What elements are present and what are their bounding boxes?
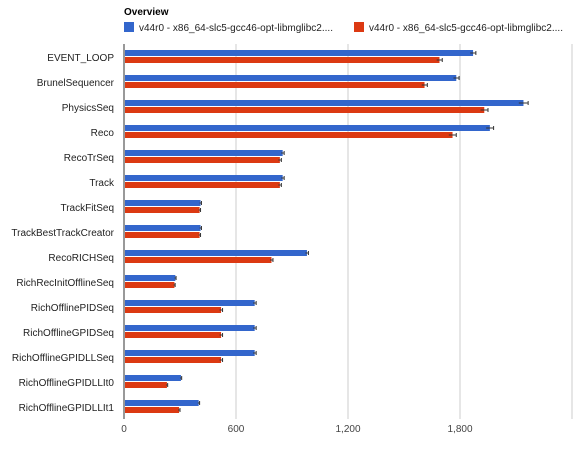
value-axis: 0 600 1,200 1,800 [121,424,473,435]
legend-label-series-1[interactable]: v44r0 - x86_64-slc5-gcc46-opt-libmglibc2… [139,23,333,34]
bar-series-1[interactable] [125,250,307,256]
bar-series-1[interactable] [125,150,283,156]
category-label: TrackFitSeq [60,203,114,214]
bar-series-2[interactable] [125,307,222,313]
bar-series-2[interactable] [125,207,200,213]
bar-series-1[interactable] [125,300,255,306]
x-tick-label: 1,800 [447,424,472,435]
bar-series-2[interactable] [125,407,180,413]
bar-series-1[interactable] [125,50,474,56]
bar-series-2[interactable] [125,82,425,88]
category-label: RichOfflinePIDSeq [31,303,114,314]
category-label: EVENT_LOOP [47,53,114,64]
bar-series-2[interactable] [125,282,175,288]
x-tick-label: 0 [121,424,127,435]
category-label: Reco [91,128,115,139]
category-label: Track [89,178,115,189]
bar-series-2[interactable] [125,357,222,363]
category-label: PhysicsSeq [62,103,114,114]
bar-series-1[interactable] [125,325,255,331]
bar-series-2[interactable] [125,57,440,63]
legend-label-series-2[interactable]: v44r0 - x86_64-slc5-gcc46-opt-libmglibc2… [369,23,563,34]
category-label: RichOfflineGPIDLLSeq [12,353,114,364]
gridlines [123,44,573,419]
bar-series-1[interactable] [125,350,255,356]
category-label: TrackBestTrackCreator [11,228,114,239]
category-label: RichRecInitOfflineSeq [16,278,114,289]
bar-series-1[interactable] [125,175,283,181]
category-label: RichOfflineGPIDLLIt0 [19,378,115,389]
category-label: RecoRICHSeq [48,253,114,264]
bar-series-1[interactable] [125,275,176,281]
chart-title: Overview [124,7,169,18]
bar-series-2[interactable] [125,232,200,238]
bar-series-2[interactable] [125,332,222,338]
category-label: RecoTrSeq [64,153,114,164]
bar-series-2[interactable] [125,107,485,113]
bar-series-1[interactable] [125,200,201,206]
bar-series-1[interactable] [125,125,490,131]
bar-series-2[interactable] [125,132,453,138]
legend-swatch-series-2[interactable] [354,22,364,32]
bar-series-2[interactable] [125,182,280,188]
category-label: RichOfflineGPIDLLIt1 [19,403,115,414]
bar-series-2[interactable] [125,157,280,163]
category-axis: EVENT_LOOPBrunelSequencerPhysicsSeqRecoR… [11,53,115,414]
bar-series-2[interactable] [125,382,167,388]
bar-series-2[interactable] [125,257,272,263]
plot-area [125,50,529,413]
category-label: BrunelSequencer [37,78,115,89]
x-tick-label: 600 [228,424,245,435]
legend-swatch-series-1[interactable] [124,22,134,32]
bar-series-1[interactable] [125,400,199,406]
bar-series-1[interactable] [125,75,457,81]
bar-series-1[interactable] [125,375,181,381]
bar-series-1[interactable] [125,100,524,106]
bar-series-1[interactable] [125,225,201,231]
category-label: RichOfflineGPIDSeq [23,328,114,339]
legend: v44r0 - x86_64-slc5-gcc46-opt-libmglibc2… [124,22,563,34]
x-tick-label: 1,200 [335,424,360,435]
